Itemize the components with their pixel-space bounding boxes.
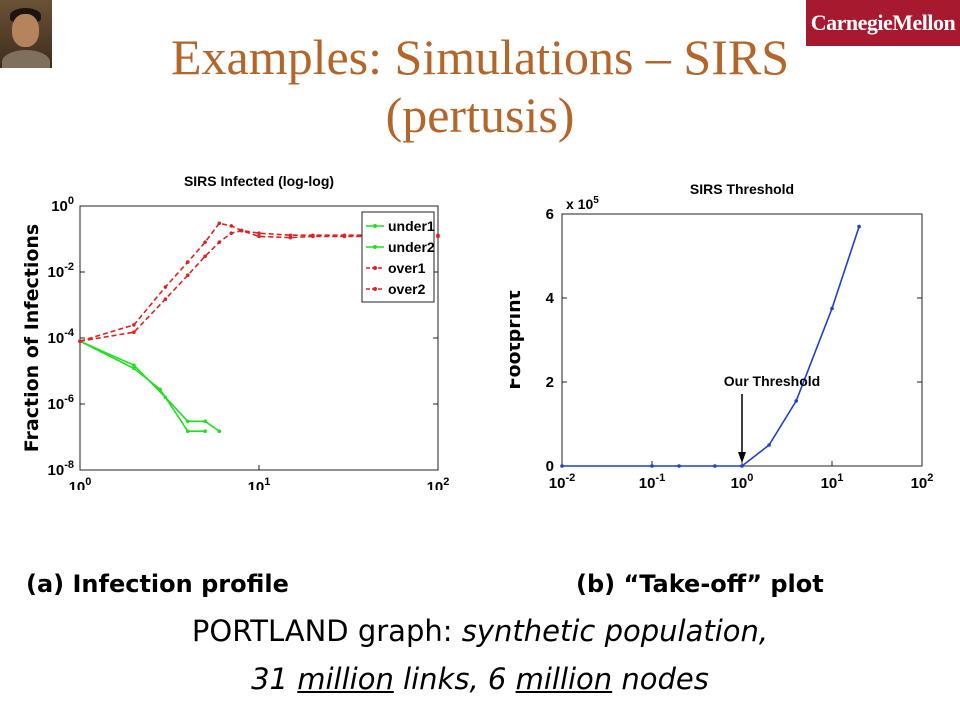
data-point [185, 429, 190, 433]
legend-marker [373, 287, 377, 291]
chart-title: SIRS Threshold [690, 181, 794, 197]
data-point [78, 339, 82, 343]
graph-description-line-1: PORTLAND graph: synthetic population, [0, 614, 960, 648]
y-axis-label: Footprint [510, 290, 525, 390]
x-tick-label: 100 [69, 476, 92, 490]
data-point [650, 464, 654, 468]
data-point [132, 366, 136, 371]
legend-label: over2 [388, 281, 426, 297]
data-point [163, 285, 168, 289]
y-axis-label: Fraction of Infections [21, 224, 43, 452]
y-tick-label: 6 [546, 206, 554, 223]
links-unit: million [297, 662, 394, 696]
legend-label: under2 [388, 239, 435, 255]
data-point [132, 363, 136, 367]
data-point [203, 240, 207, 244]
data-point [767, 443, 771, 447]
data-point [560, 464, 564, 468]
data-point [217, 221, 222, 226]
infected-loglog-chart: SIRS Infected (log-log) 100 10-2 10-4 10-6 10… [21, 173, 450, 490]
x-tick-label: 100 [731, 472, 754, 490]
data-point [257, 231, 261, 235]
data-point [436, 234, 440, 239]
data-point [217, 429, 222, 433]
legend-marker [373, 245, 377, 249]
links-text: links, 6 [393, 662, 516, 696]
data-point [288, 235, 293, 240]
nodes-unit: million [515, 662, 613, 696]
avatar [0, 0, 52, 68]
x-tick-label: 10-1 [639, 472, 665, 490]
y-tick-label: 10-6 [48, 393, 74, 413]
data-point [163, 297, 168, 301]
annotation-arrow-head [738, 452, 746, 463]
caption-take-off-plot: (b) “Take-off” plot [576, 570, 824, 598]
legend-marker [373, 266, 377, 270]
data-point [830, 306, 834, 311]
caption-infection-profile: (a) Infection profile [26, 570, 289, 598]
x-tick-label: 102 [427, 476, 450, 490]
y-tick-label: 2 [546, 374, 554, 391]
data-point [239, 228, 244, 233]
series-line-footprint [562, 226, 860, 467]
data-point [217, 240, 222, 244]
y-tick-label: 10-8 [48, 459, 74, 479]
x-tick-label: 10-2 [549, 472, 575, 490]
data-point [229, 224, 234, 228]
legend-label: over1 [388, 260, 426, 276]
data-point [185, 419, 190, 424]
y-tick-label: 0 [546, 458, 554, 475]
legend-label: under1 [388, 218, 435, 234]
chart-title: SIRS Infected (log-log) [184, 173, 334, 189]
data-point [857, 224, 861, 229]
y-tick-label: 10-2 [48, 261, 74, 281]
x-tick-label: 101 [248, 476, 271, 490]
data-point [185, 260, 190, 264]
data-point [794, 399, 798, 403]
nodes-text: nodes [612, 662, 709, 696]
y-tick-label: 4 [546, 290, 555, 307]
threshold-annotation: Our Threshold [724, 373, 820, 389]
series-line-under2 [79, 340, 206, 433]
title-line-1: Examples: Simulations – SIRS [170, 29, 790, 85]
y-multiplier: x 105 [566, 195, 599, 212]
x-tick-label: 101 [821, 472, 844, 490]
data-point [677, 464, 681, 468]
threshold-chart: SIRS Threshold 0 2 4 6 10-2 10-1 100 101 102 Footp… [510, 181, 934, 490]
avatar-shoulders [2, 50, 50, 68]
series-line-under1 [79, 340, 220, 432]
graph-type: synthetic population, [461, 614, 769, 648]
y-tick-label: 100 [51, 195, 74, 215]
data-point [229, 231, 234, 235]
avatar-face [12, 14, 39, 47]
data-point [257, 234, 261, 239]
data-point [158, 387, 162, 392]
data-point [185, 273, 190, 277]
data-point [713, 464, 717, 468]
data-point [132, 323, 136, 327]
data-point [203, 429, 207, 433]
links-count: 31 [251, 662, 298, 696]
title-line-2: (pertusis) [385, 87, 575, 143]
cmu-logo: CarnegieMellon [806, 0, 960, 46]
x-tick-label: 102 [911, 472, 934, 490]
data-point [740, 464, 744, 468]
data-point [132, 330, 136, 334]
data-point [203, 419, 207, 424]
data-point [203, 254, 207, 259]
graph-name: PORTLAND graph: [191, 614, 462, 648]
legend-marker [373, 224, 377, 228]
slide-title: Examples: Simulations – SIRS (pertusis) [0, 28, 960, 144]
data-point [311, 234, 315, 239]
graph-description-line-2: 31 million links, 6 million nodes [0, 662, 960, 696]
y-tick-label: 10-4 [48, 327, 75, 347]
data-point [342, 234, 347, 239]
